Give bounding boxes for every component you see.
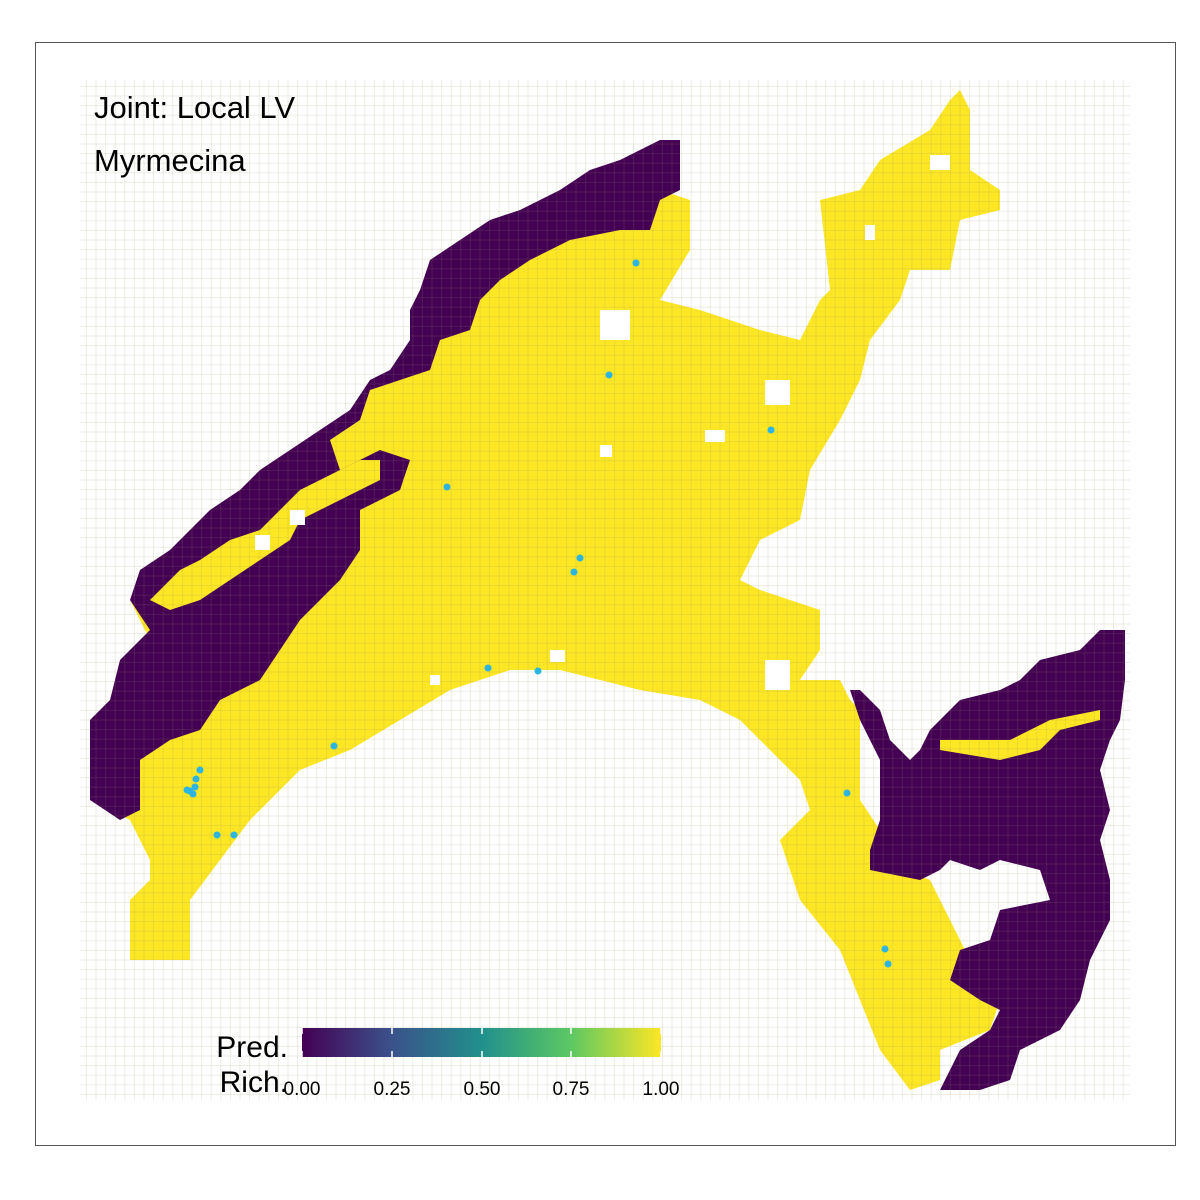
observation-point	[632, 259, 640, 267]
observation-point	[534, 667, 542, 675]
legend-ticks	[301, 1028, 662, 1057]
observation-point	[189, 790, 197, 798]
legend-title-line1: Pred.	[216, 1031, 288, 1064]
observation-point	[196, 766, 204, 774]
observation-point	[767, 426, 775, 434]
legend-title-line2: Rich.	[219, 1066, 288, 1100]
observation-point	[191, 783, 199, 791]
legend-tick-label: 0.00	[283, 1079, 321, 1100]
observation-point	[843, 789, 851, 797]
legend-tick-label: 0.75	[552, 1079, 590, 1100]
observation-point	[484, 664, 492, 672]
observation-point	[605, 371, 613, 379]
observation-point	[576, 554, 584, 562]
observation-point	[884, 960, 892, 968]
cell-grid	[80, 80, 1130, 1100]
legend-tick-label: 0.50	[463, 1079, 501, 1100]
observation-point	[192, 775, 200, 783]
observation-point	[213, 831, 221, 839]
map-title: Joint: Local LV	[94, 90, 296, 125]
legend-title: Pred. Rich.	[200, 1030, 288, 1101]
map-subtitle: Myrmecina	[94, 143, 246, 178]
observation-point	[881, 945, 889, 953]
observation-point	[183, 786, 191, 794]
observation-points	[183, 259, 892, 968]
observation-point	[330, 742, 338, 750]
legend-tick-label: 1.00	[642, 1079, 680, 1100]
observation-point	[230, 831, 238, 839]
observation-point	[570, 568, 578, 576]
missing-cells	[255, 155, 950, 690]
legend-tick-label: 0.25	[373, 1079, 411, 1100]
observation-point	[443, 483, 451, 491]
